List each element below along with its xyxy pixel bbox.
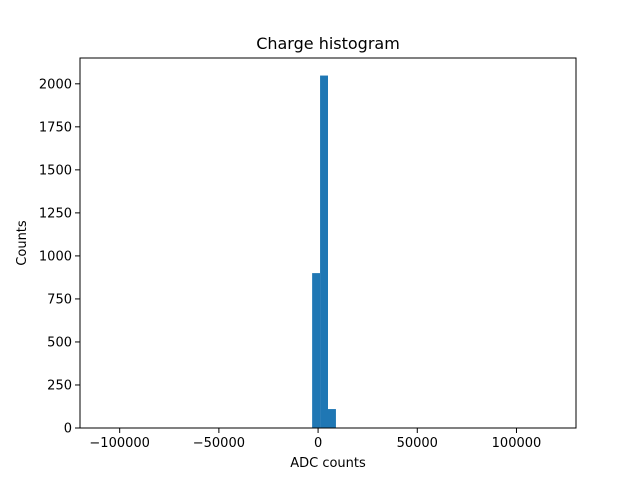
x-tick-label-3: 50000: [397, 436, 438, 451]
x-tick-label-4: 100000: [492, 436, 542, 451]
histogram-bar-2: [328, 409, 336, 428]
x-tick-label-1: −50000: [193, 436, 245, 451]
plot-frame: [79, 57, 577, 429]
bars-layer: [312, 75, 336, 428]
x-ticks: −100000 −50000 0 50000 100000: [89, 428, 541, 451]
y-tick-label-4: 1000: [39, 249, 72, 264]
y-tick-label-5: 1250: [39, 206, 72, 221]
y-tick-label-6: 1500: [39, 163, 72, 178]
y-tick-label-7: 1750: [39, 120, 72, 135]
histogram-bar-0: [312, 273, 321, 428]
y-ticks: 0 250 500 750 1000 1250 1500 1750 2000: [39, 77, 80, 437]
x-axis-label: ADC counts: [290, 456, 366, 471]
y-tick-label-0: 0: [64, 422, 72, 437]
x-tick-label-0: −100000: [89, 436, 150, 451]
x-tick-label-2: 0: [314, 436, 322, 451]
histogram-bar-1: [320, 75, 328, 428]
y-axis-label: Counts: [15, 220, 30, 266]
y-tick-label-8: 2000: [39, 77, 72, 92]
y-tick-label-3: 750: [47, 292, 72, 307]
y-tick-label-1: 250: [47, 378, 72, 393]
y-tick-label-2: 500: [47, 335, 72, 350]
chart-title: Charge histogram: [256, 34, 400, 53]
